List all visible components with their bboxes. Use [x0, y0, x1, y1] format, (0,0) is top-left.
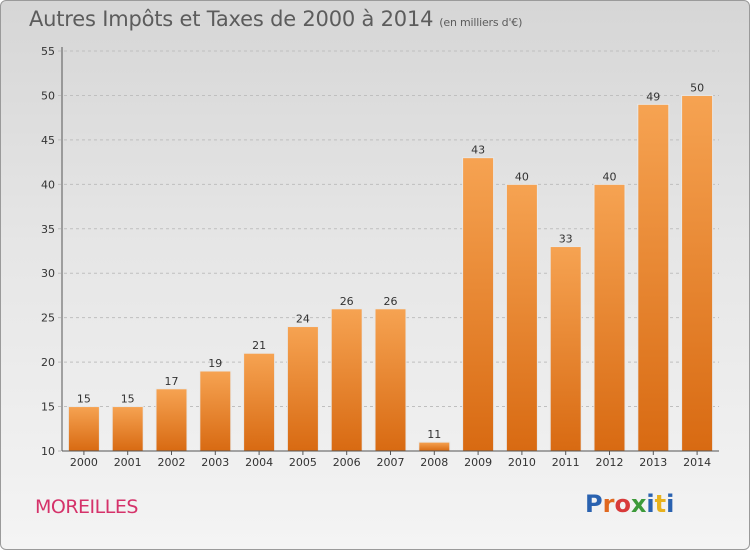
- x-tick-label: 2000: [70, 456, 98, 469]
- y-tick-label: 55: [41, 45, 55, 58]
- bar: [637, 103, 670, 452]
- logo-letter: r: [602, 490, 615, 518]
- bar: [330, 308, 363, 452]
- bar: [418, 441, 451, 452]
- data-label: 15: [121, 393, 135, 406]
- y-tick-label: 45: [41, 134, 55, 147]
- bar: [67, 406, 100, 452]
- chart-subtitle: (en milliers d'€): [439, 16, 523, 29]
- x-tick-label: 2012: [596, 456, 624, 469]
- data-label: 40: [515, 170, 529, 183]
- data-label: 17: [165, 375, 179, 388]
- axes: 10 15 20 25 30 35 40 45 50 55 2000 2001 2002 2003 2004…: [41, 45, 719, 469]
- data-label: 19: [208, 357, 222, 370]
- data-label: 43: [471, 144, 485, 157]
- x-tick-label: 2003: [201, 456, 229, 469]
- data-label: 15: [77, 393, 91, 406]
- chart-title-text: Autres Impôts et Taxes de 2000 à 2014: [29, 7, 434, 31]
- y-tick-label: 50: [41, 89, 55, 102]
- x-tick-label: 2009: [464, 456, 492, 469]
- x-tick-label: 2005: [289, 456, 317, 469]
- bar: [681, 94, 714, 452]
- x-tick-label: 2011: [552, 456, 580, 469]
- bar: [462, 157, 495, 452]
- x-tick-label: 2001: [114, 456, 142, 469]
- proxiti-logo: Proxiti: [585, 490, 674, 518]
- bar: [505, 183, 538, 452]
- bar: [243, 352, 276, 452]
- bar: [549, 246, 582, 452]
- x-tick-label: 2008: [420, 456, 448, 469]
- logo-letter: x: [630, 490, 647, 518]
- logo-letter: P: [585, 490, 603, 518]
- data-label: 24: [296, 313, 310, 326]
- data-label: 26: [384, 295, 398, 308]
- x-tick-label: 2013: [639, 456, 667, 469]
- x-tick-label: 2004: [245, 456, 273, 469]
- x-tick-label: 2014: [683, 456, 711, 469]
- chart-title: Autres Impôts et Taxes de 2000 à 2014 (en…: [29, 7, 522, 31]
- y-tick-label: 40: [41, 178, 55, 191]
- x-tick-label: 2006: [333, 456, 361, 469]
- y-tick-label: 10: [41, 445, 55, 458]
- x-tick-label: 2007: [377, 456, 405, 469]
- data-label: 26: [340, 295, 354, 308]
- data-label: 21: [252, 339, 266, 352]
- x-tick-label: 2002: [158, 456, 186, 469]
- data-label: 40: [603, 170, 617, 183]
- bar: [286, 326, 319, 452]
- y-tick-label: 30: [41, 267, 55, 280]
- bar: [593, 183, 626, 452]
- y-tick-label: 25: [41, 312, 55, 325]
- x-tick-label: 2010: [508, 456, 536, 469]
- y-tick-label: 20: [41, 356, 55, 369]
- data-label: 50: [690, 81, 704, 94]
- data-labels: 15 15 17 19 21 24 26 26 11 43 40 33 40 49 50: [77, 81, 704, 441]
- place-name: MOREILLES: [35, 496, 138, 518]
- logo-letter: i: [666, 490, 675, 518]
- bars: [67, 94, 714, 452]
- bar: [199, 370, 232, 452]
- logo-letter: t: [654, 490, 667, 518]
- data-label: 33: [559, 233, 573, 246]
- data-label: 11: [427, 428, 441, 441]
- bar: [111, 406, 144, 452]
- y-tick-label: 15: [41, 401, 55, 414]
- bar: [374, 308, 407, 452]
- data-label: 49: [646, 90, 660, 103]
- logo-letter: o: [614, 490, 631, 518]
- bar: [155, 388, 188, 452]
- logo-letter: i: [646, 490, 655, 518]
- y-tick-label: 35: [41, 223, 55, 236]
